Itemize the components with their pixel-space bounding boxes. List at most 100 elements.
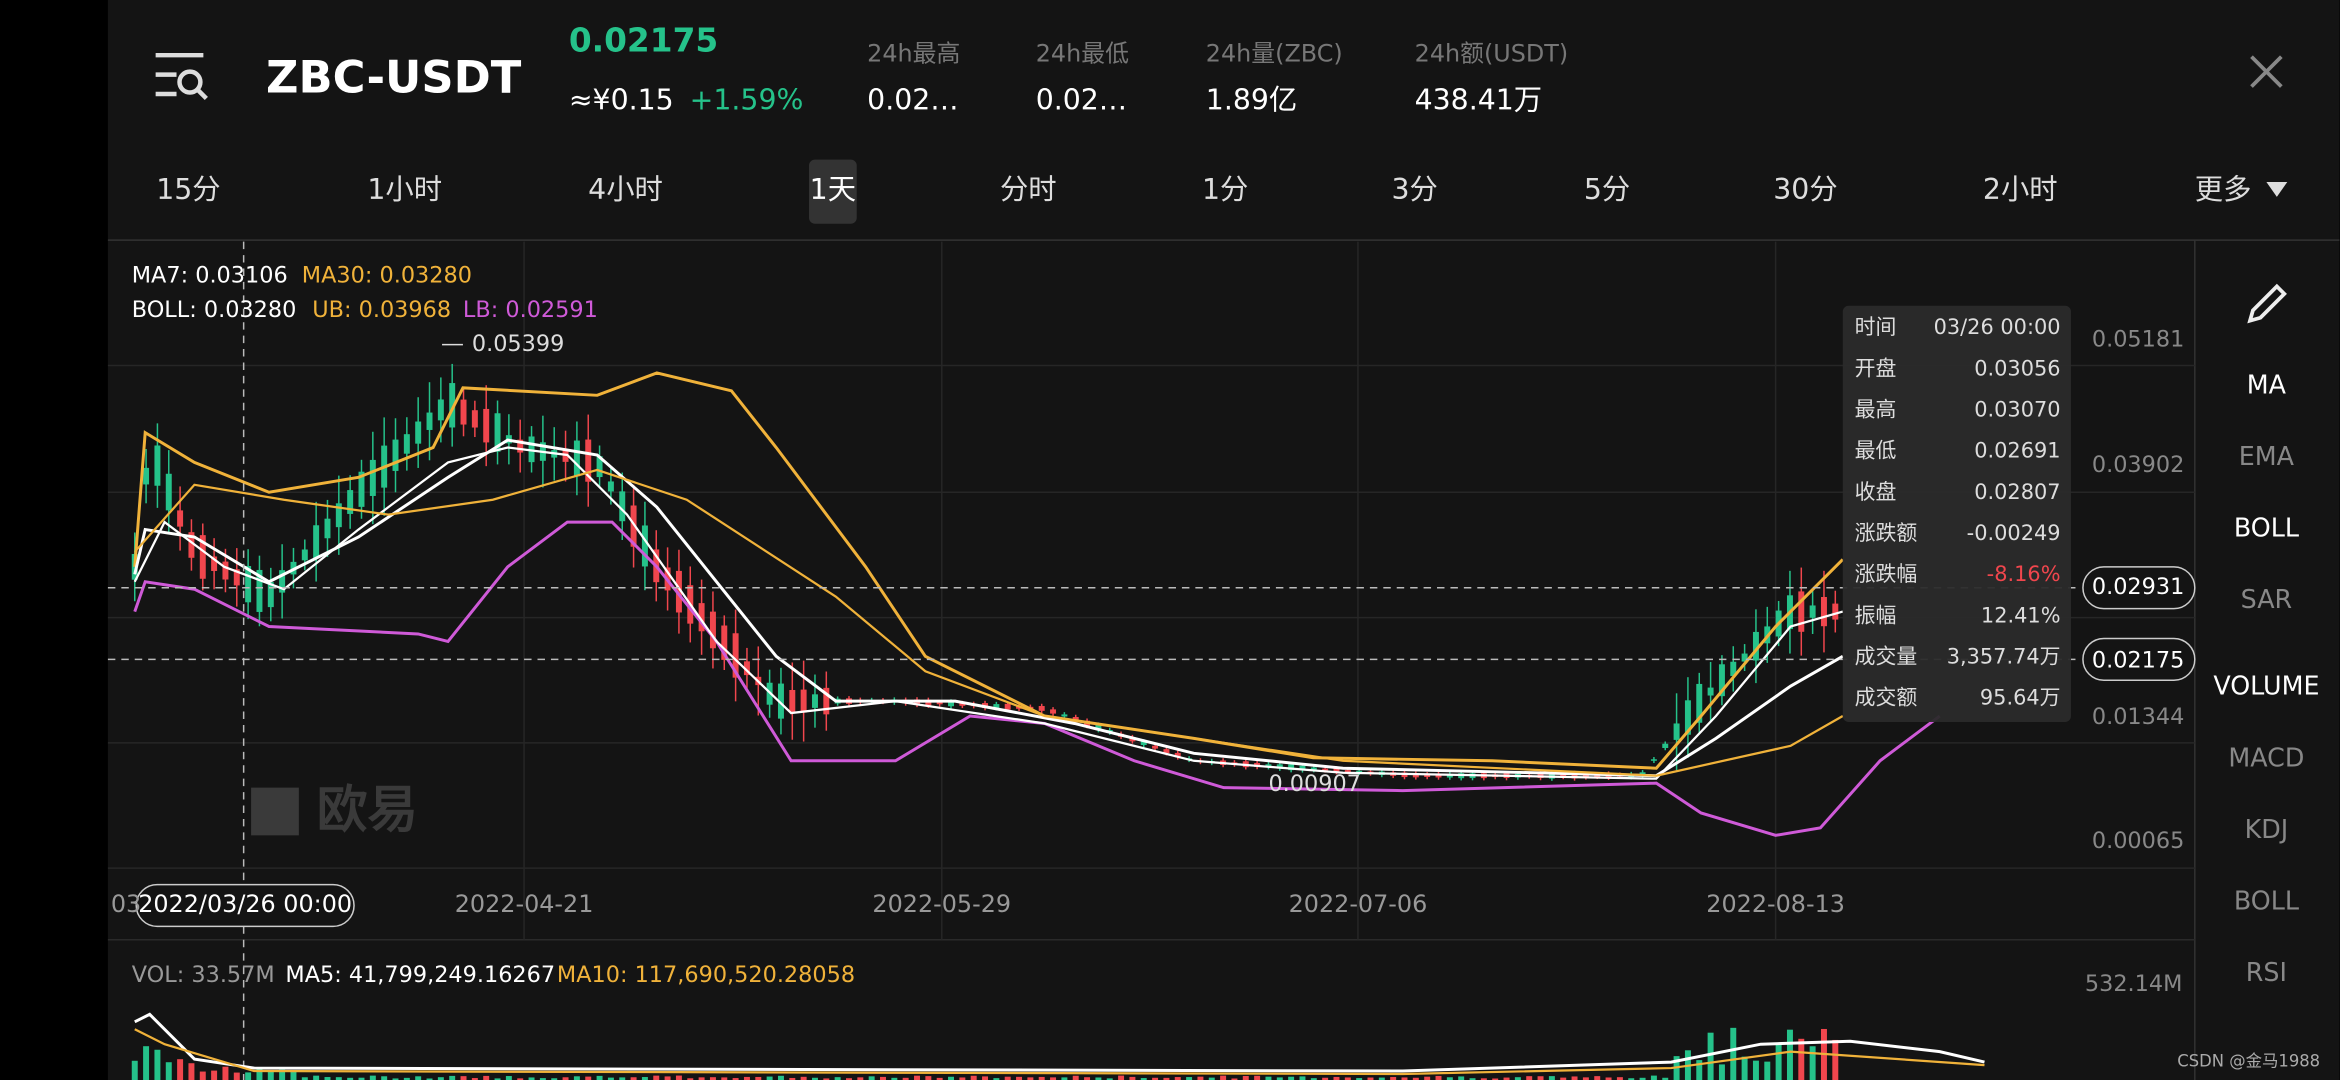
side-item[interactable]: EMA [2239, 441, 2295, 471]
side-item[interactable]: BOLL [2234, 513, 2299, 543]
candle-body [154, 445, 161, 486]
candle-body [1412, 773, 1419, 778]
candle-body [1174, 752, 1181, 758]
volume-bar [1027, 1077, 1034, 1080]
side-item[interactable]: MA [2247, 369, 2287, 399]
close-button[interactable] [2250, 55, 2283, 88]
volume-bar [1446, 1077, 1453, 1080]
candle-body [460, 399, 467, 425]
tooltip-value: 3,357.74万 [1947, 645, 2061, 669]
volume-bar [517, 1078, 524, 1080]
candle-body [619, 491, 626, 522]
tab[interactable]: 15分 [156, 173, 220, 206]
candle-body [1707, 687, 1714, 696]
volume-bar [369, 1075, 376, 1080]
menu-icon[interactable] [155, 52, 208, 101]
candle-body [1299, 765, 1306, 771]
volume-bar [1707, 1032, 1714, 1080]
volume-bar [1322, 1077, 1329, 1080]
volume-bar [846, 1078, 852, 1080]
price-axis-label: 0.05181 [2092, 327, 2184, 353]
volume-bar [777, 1075, 784, 1080]
tab[interactable]: 1小时 [367, 173, 442, 206]
volume-bar [1140, 1078, 1147, 1080]
candle-body [1820, 597, 1827, 627]
side-item[interactable]: KDJ [2245, 814, 2289, 844]
side-item[interactable]: SAR [2241, 584, 2293, 614]
side-item[interactable]: MACD [2228, 742, 2304, 772]
tab[interactable]: 30分 [1773, 173, 1837, 206]
date-label: 2022-07-06 [1289, 890, 1428, 918]
candle-body [811, 694, 818, 708]
volume-bar [1718, 1064, 1725, 1080]
candle-body [1004, 703, 1011, 710]
candle-body [471, 410, 478, 428]
candle-body [528, 436, 535, 463]
candle-body [188, 532, 195, 558]
tab[interactable]: 1分 [1202, 173, 1248, 206]
candle-body [449, 383, 456, 428]
date-label: 2022-08-13 [1706, 890, 1845, 918]
stat-label: 24h额(USDT) [1415, 40, 1569, 68]
candle-body [743, 661, 750, 676]
candle-body [256, 569, 263, 612]
volume-bar [1560, 1077, 1567, 1080]
active-tab-bg [809, 159, 857, 224]
side-item[interactable]: BOLL [2234, 885, 2299, 915]
tooltip-label: 振幅 [1855, 603, 1897, 627]
candle-body [698, 603, 705, 632]
price-axis-label: 0.00065 [2092, 828, 2184, 854]
volume-bar [1174, 1077, 1181, 1080]
credit: CSDN @金马1988 [2177, 1052, 2320, 1071]
tooltip-value: 03/26 00:00 [1934, 315, 2061, 339]
tooltip-label: 成交额 [1855, 686, 1918, 710]
candle-body [732, 633, 739, 678]
tab[interactable]: 1天 [810, 173, 856, 206]
candle-body [789, 690, 796, 713]
draw-icon[interactable] [2247, 283, 2287, 324]
candle-body [1038, 706, 1045, 711]
tooltip-label: 最高 [1855, 398, 1897, 422]
volume-bar [1764, 1061, 1771, 1080]
candle-body [1152, 745, 1159, 749]
volume-bar [1276, 1077, 1283, 1080]
tooltip-value: -0.00249 [1967, 521, 2061, 545]
price-box [2082, 566, 2196, 610]
volume-bar [154, 1049, 161, 1080]
side-item[interactable]: VOLUME [2213, 671, 2319, 701]
candle-body [1061, 714, 1068, 717]
volume-bar [925, 1076, 932, 1080]
tab[interactable]: 分时 [1000, 173, 1057, 206]
volume-bar [993, 1078, 1000, 1080]
candle-body [1832, 603, 1839, 620]
tooltip-label: 收盘 [1855, 480, 1897, 504]
tab[interactable]: 4小时 [588, 173, 663, 206]
volume-bar [1548, 1076, 1555, 1080]
tooltip-label: 涨跌额 [1855, 521, 1918, 545]
dropdown-arrow[interactable] [2266, 181, 2288, 197]
volume-bar [233, 1072, 240, 1080]
tab[interactable]: 5分 [1584, 173, 1630, 206]
volume-bar [437, 1077, 444, 1080]
tab[interactable]: 3分 [1391, 173, 1437, 206]
volume-bar [1809, 1046, 1816, 1080]
tab[interactable]: 更多 [2195, 173, 2252, 206]
volume-bar [1605, 1077, 1612, 1080]
side-item[interactable]: RSI [2246, 957, 2287, 987]
tooltip [1842, 305, 2071, 722]
candle-body [1095, 724, 1102, 731]
candle-body [1424, 774, 1431, 778]
volume-bar [1004, 1076, 1011, 1080]
volume-bar [1356, 1078, 1363, 1080]
candle-body [267, 582, 274, 608]
volume-bar [914, 1075, 920, 1080]
volume-bar [324, 1077, 331, 1080]
stat-value: 0.02… [1036, 83, 1127, 116]
candle-body [675, 570, 682, 613]
tab[interactable]: 2小时 [1983, 173, 2058, 206]
volume-bar [1628, 1078, 1635, 1080]
candle-body [1582, 774, 1589, 778]
volume-bar [1594, 1076, 1601, 1080]
volume-bar [539, 1078, 546, 1080]
volume-bar [1186, 1077, 1193, 1080]
